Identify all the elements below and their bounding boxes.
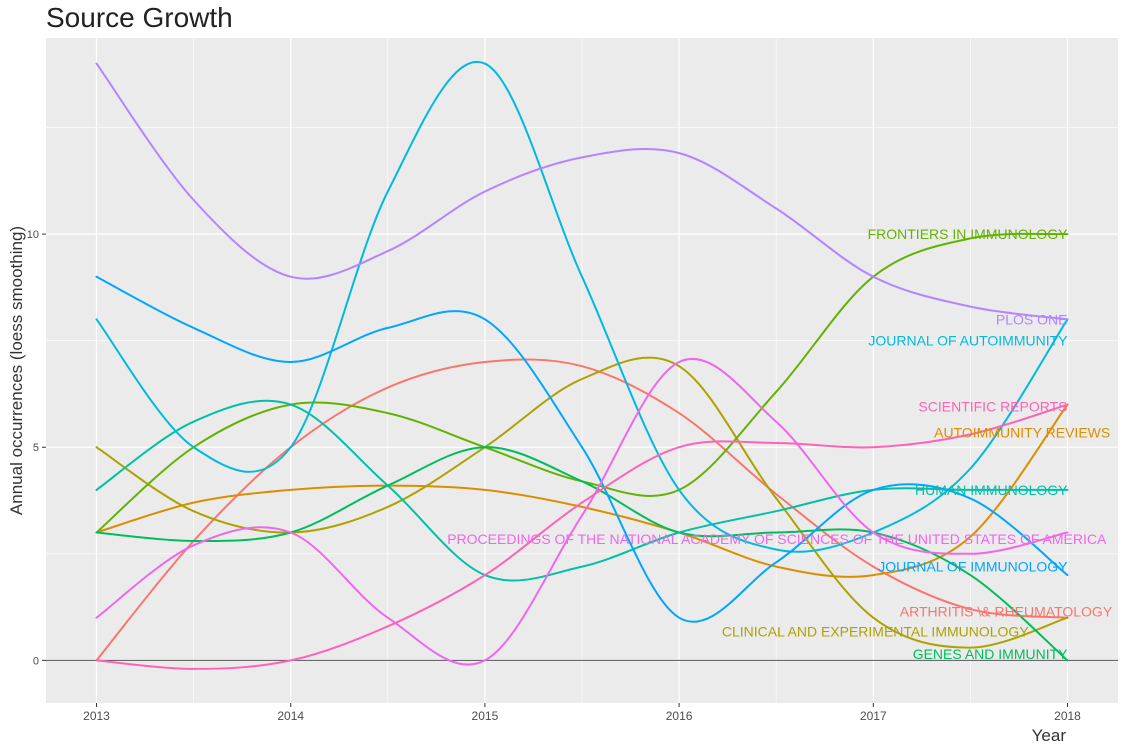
series-line — [95, 403, 1069, 578]
series-line — [95, 62, 1069, 321]
series-line — [95, 356, 1069, 649]
series-label: HUMAN IMMUNOLOGY — [915, 482, 1068, 498]
x-tick-label: 2014 — [277, 709, 304, 723]
x-tick-label: 2016 — [666, 709, 693, 723]
series-line — [95, 403, 1069, 670]
series-label: JOURNAL OF IMMUNOLOGY — [878, 559, 1068, 575]
series-label: PLOS ONE — [996, 311, 1068, 327]
x-tick-label: 2017 — [860, 709, 887, 723]
series-label: ARTHRITIS \& RHEUMATOLOGY — [900, 603, 1113, 619]
series-label: FRONTIERS IN IMMUNOLOGY — [868, 226, 1069, 242]
series-line — [95, 357, 1069, 666]
series-line — [95, 60, 1069, 553]
x-tick-label: 2013 — [83, 709, 110, 723]
series-line — [95, 399, 1069, 582]
series-label: SCIENTIFIC REPORTS — [918, 399, 1067, 415]
series-label: CLINICAL AND EXPERIMENTAL IMMUNOLOGY — [722, 623, 1029, 639]
chart-title: Source Growth — [46, 2, 233, 33]
y-tick-label: 10 — [27, 229, 39, 241]
series-line — [95, 358, 1069, 662]
series-label: GENES AND IMMUNITY — [913, 646, 1068, 662]
y-tick-label: 5 — [33, 442, 39, 454]
y-axis-title: Annual occurrences (loess smoothing) — [7, 226, 26, 515]
x-axis-title: Year — [1032, 726, 1067, 745]
series-line — [95, 275, 1069, 623]
y-tick-label: 0 — [33, 655, 39, 667]
series-label: AUTOIMMUNITY REVIEWS — [934, 424, 1110, 440]
series-label: PROCEEDINGS OF THE NATIONAL ACADEMY OF S… — [447, 531, 1107, 547]
series-line — [95, 446, 1069, 662]
x-tick-label: 2018 — [1054, 709, 1081, 723]
series-label: JOURNAL OF AUTOIMMUNITY — [868, 333, 1068, 349]
x-tick-label: 2015 — [472, 709, 499, 723]
